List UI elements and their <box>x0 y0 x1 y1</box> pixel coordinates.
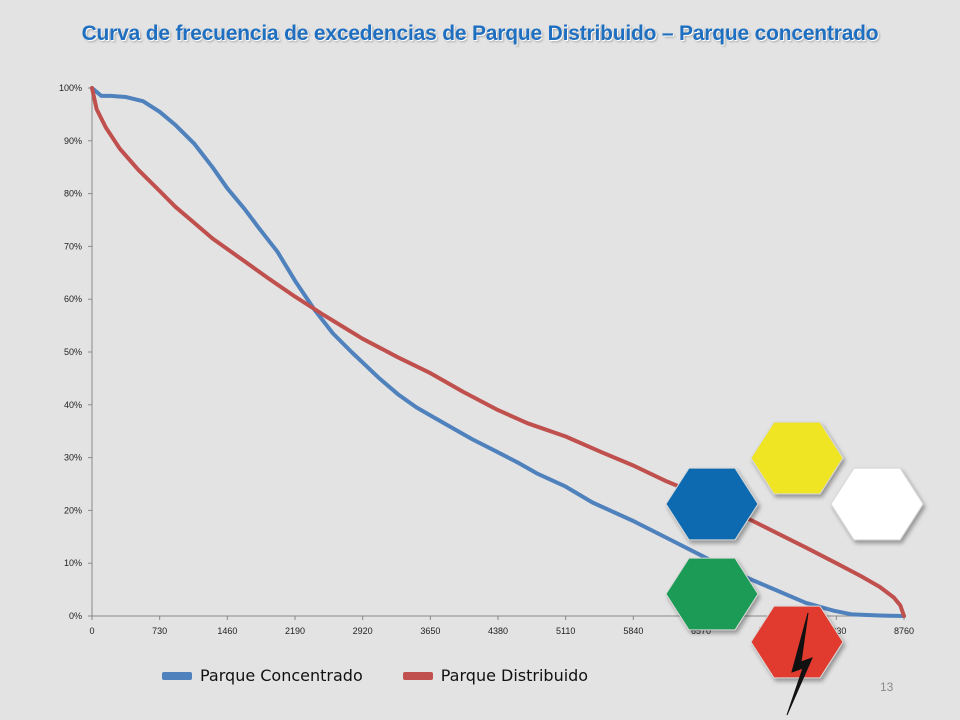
x-tick-label: 4380 <box>488 626 508 636</box>
blue-hexagon <box>665 467 759 541</box>
x-tick-label: 5840 <box>623 626 643 636</box>
legend-label-distribuido: Parque Distribuido <box>440 666 589 685</box>
x-tick-label: 5110 <box>556 626 575 636</box>
legend-item-distribuido: Parque Distribuido <box>402 666 589 685</box>
y-tick-label: 20% <box>64 505 82 515</box>
slide-title: Curva de frecuencia de excedencias de Pa… <box>81 22 879 45</box>
x-tick-label: 1460 <box>217 626 237 636</box>
x-tick-label: 3650 <box>420 626 440 636</box>
red-hexagon <box>750 605 844 679</box>
chart-axes: 0% 10% 20% 30% 40% 50% 60% 70% 80% 90% 100% 0 730 146… <box>59 83 914 636</box>
green-hexagon <box>665 557 759 631</box>
legend-item-concentrado: Parque Concentrado <box>162 666 363 685</box>
hexagon-cluster-lightning-logo <box>665 421 924 716</box>
y-tick-label: 70% <box>64 241 82 251</box>
y-tick-label: 40% <box>64 400 82 410</box>
x-tick-label: 730 <box>152 626 167 636</box>
x-tick-label: 2190 <box>285 626 305 636</box>
x-tick-label: 6570 <box>691 626 711 636</box>
y-tick-label: 100% <box>59 83 82 93</box>
y-tick-label: 0% <box>69 611 82 621</box>
x-tick-label: 2920 <box>353 626 373 636</box>
x-tick-label: 0 <box>89 626 94 636</box>
y-tick-label: 30% <box>64 453 82 463</box>
yellow-hexagon <box>750 421 844 495</box>
y-tick-label: 10% <box>64 558 82 568</box>
white-hexagon <box>830 467 924 541</box>
y-tick-label: 80% <box>64 189 82 199</box>
y-tick-label: 50% <box>64 347 82 357</box>
x-tick-label: 8760 <box>894 626 914 636</box>
page-number: 13 <box>880 680 894 694</box>
y-tick-label: 60% <box>64 294 82 304</box>
legend-swatch-concentrado <box>162 671 192 680</box>
y-tick-label: 90% <box>64 136 82 146</box>
chart-legend: Parque Concentrado Parque Distribuido <box>162 666 628 685</box>
series-line-distribuido <box>90 86 906 618</box>
legend-label-concentrado: Parque Concentrado <box>200 666 363 685</box>
lightning-bolt-icon <box>786 612 813 716</box>
legend-swatch-distribuido <box>402 671 433 680</box>
